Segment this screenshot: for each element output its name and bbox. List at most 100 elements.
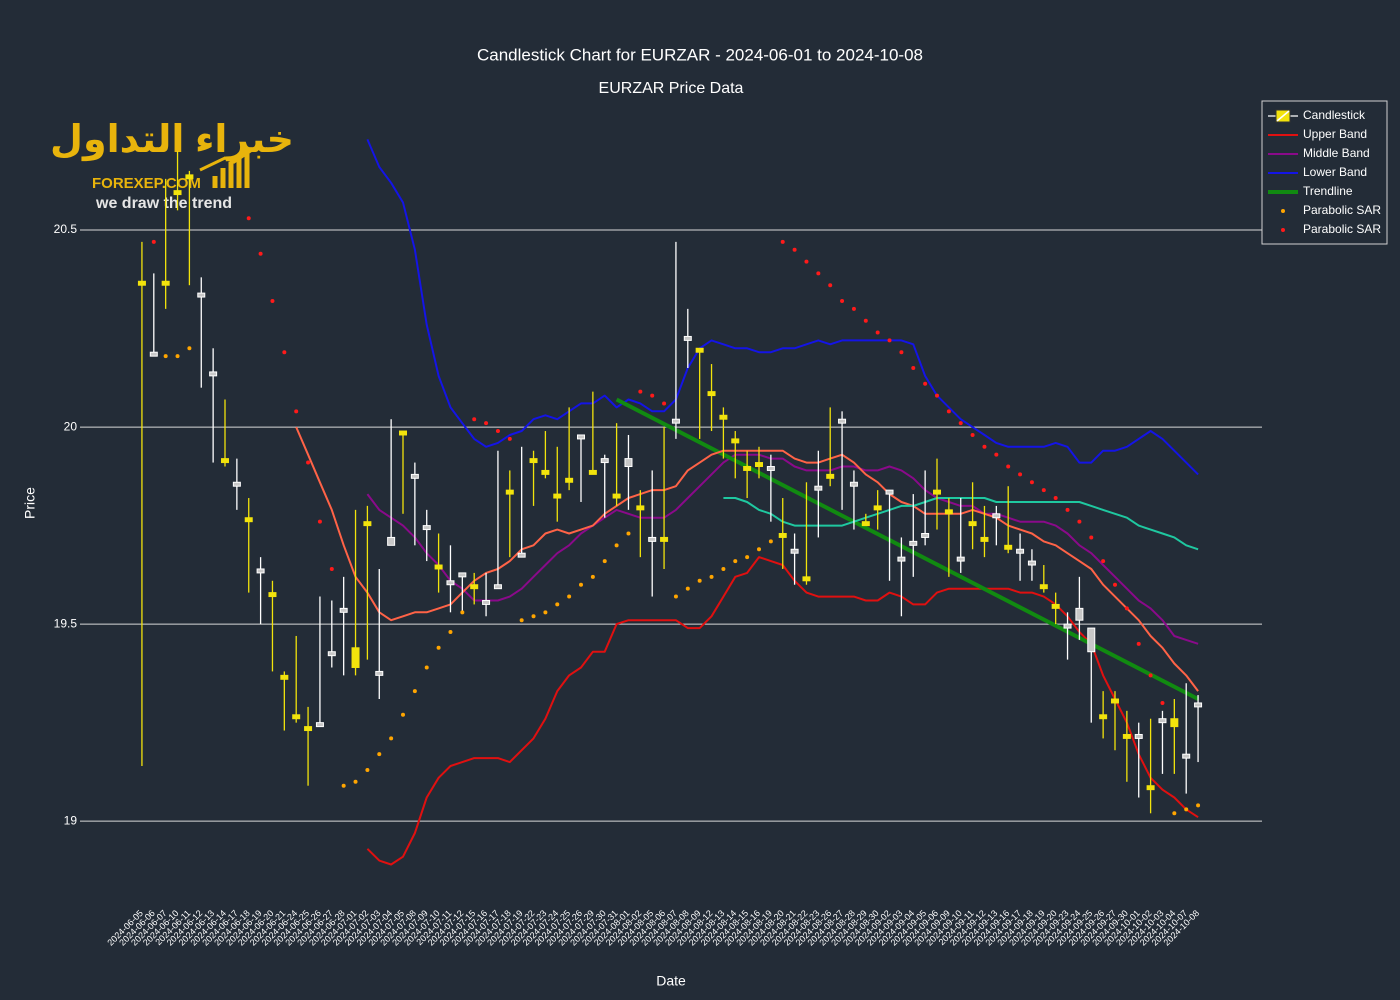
sar-marker (768, 539, 773, 544)
sar-marker (543, 610, 548, 615)
y-tick-label: 20.5 (54, 222, 78, 236)
sar-marker (401, 712, 405, 717)
legend-label: Parabolic SAR (1303, 222, 1381, 236)
candle-body (933, 489, 941, 495)
candle-body (1004, 544, 1013, 550)
legend-label: Upper Band (1303, 127, 1367, 141)
legend-symbol (1281, 228, 1285, 232)
sar-marker (792, 247, 797, 252)
y-tick-label: 19 (64, 813, 78, 827)
candle-body (838, 418, 847, 424)
legend-label: Trendline (1303, 184, 1353, 198)
sar-marker (484, 421, 489, 426)
candle-body (778, 532, 787, 538)
sar-marker (1029, 480, 1034, 485)
candle-body (968, 521, 977, 527)
legend-label: Lower Band (1303, 165, 1367, 179)
sar-marker (911, 365, 916, 370)
candle-body (387, 536, 396, 546)
candle-body (980, 536, 989, 542)
candle-body (458, 572, 467, 578)
candle-body (1194, 702, 1203, 708)
sar-marker (899, 350, 904, 355)
sar-marker (970, 432, 975, 437)
series-line (615, 397, 1200, 701)
candle-body (292, 714, 301, 720)
legend-label: Candlestick (1303, 108, 1366, 122)
sar-marker (709, 574, 714, 579)
candle-body (256, 568, 265, 574)
sar-marker (721, 566, 726, 571)
sar-marker (187, 346, 192, 351)
candle-body (339, 607, 348, 613)
candle-body (1051, 603, 1060, 609)
sar-marker (887, 338, 892, 343)
sar-marker (317, 519, 322, 524)
candle-body (351, 647, 360, 668)
candle-body (755, 462, 763, 468)
candle-body (1063, 623, 1072, 629)
sar-marker (294, 409, 299, 414)
watermark-arabic: خبراء التداول (50, 119, 294, 162)
sar-marker (1065, 507, 1070, 512)
legend: Candlestick Upper Band Middle Band Lower Ba… (1261, 100, 1388, 245)
candle-body (244, 517, 253, 523)
candle-body (565, 477, 574, 483)
sar-marker (282, 350, 287, 355)
candle-body (161, 280, 170, 286)
sar-marker (555, 602, 560, 607)
candle-body (897, 556, 906, 562)
sar-marker (1136, 641, 1141, 646)
candle-body (766, 466, 775, 471)
candle-body (315, 722, 324, 728)
sar-marker (840, 298, 845, 303)
sar-marker (733, 559, 738, 564)
sar-marker (780, 239, 785, 244)
sar-marker (353, 779, 358, 784)
watermark-bars (212, 150, 250, 188)
candle-body (1027, 560, 1036, 566)
candle-body (221, 458, 229, 464)
candle-body (1134, 733, 1143, 739)
candle-body (149, 351, 158, 357)
candle-body (410, 473, 419, 479)
candle-body (137, 280, 146, 286)
sar-marker (946, 409, 951, 414)
series-line (366, 453, 1199, 645)
candle-body (909, 540, 918, 546)
candle-body (731, 438, 740, 444)
sar-marker (472, 417, 477, 422)
candle-body (992, 513, 1001, 519)
sar-marker (697, 578, 702, 583)
candle-body (232, 481, 241, 487)
candle-body (660, 536, 669, 542)
candle-body (185, 174, 194, 180)
sar-marker (507, 436, 512, 441)
candle-body (304, 726, 313, 732)
candle-body (280, 674, 289, 680)
sar-marker (412, 689, 417, 694)
sar-marker (685, 586, 690, 591)
sar-marker (602, 559, 607, 564)
candle-body (577, 434, 585, 440)
candle-body (493, 584, 502, 590)
sar-marker (448, 630, 453, 635)
sar-marker (175, 354, 180, 359)
sar-marker (923, 381, 928, 386)
candle-body (363, 521, 372, 527)
sar-marker (875, 330, 880, 335)
candle-body (1099, 714, 1108, 720)
candle-body (268, 592, 277, 598)
y-axis-label: Price (22, 487, 38, 519)
sar-marker (1089, 535, 1094, 540)
candle-body (434, 564, 443, 570)
candle-body (719, 414, 728, 420)
candle-body (885, 489, 894, 495)
sar-marker (1113, 582, 1117, 587)
sar-marker (365, 767, 370, 772)
candle-body (921, 532, 930, 538)
sar-marker (614, 543, 619, 548)
sar-marker (1101, 559, 1106, 564)
candle-body (826, 473, 835, 479)
sar-marker (626, 531, 631, 536)
